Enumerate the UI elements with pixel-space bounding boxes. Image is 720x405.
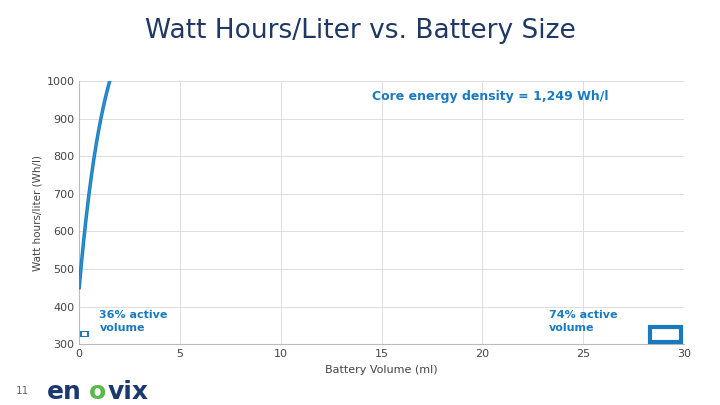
Text: 11: 11 xyxy=(16,386,29,396)
Y-axis label: Watt hours/liter (Wh/l): Watt hours/liter (Wh/l) xyxy=(32,155,42,271)
Text: Watt Hours/Liter vs. Battery Size: Watt Hours/Liter vs. Battery Size xyxy=(145,18,575,44)
Text: o: o xyxy=(89,380,106,404)
Text: Core energy density = 1,249 Wh/l: Core energy density = 1,249 Wh/l xyxy=(372,90,608,103)
Text: vix: vix xyxy=(108,380,149,404)
Text: 74% active
volume: 74% active volume xyxy=(549,310,618,333)
Text: 36% active
volume: 36% active volume xyxy=(99,310,168,333)
Bar xyxy=(81,332,87,336)
Text: en: en xyxy=(47,380,81,404)
X-axis label: Battery Volume (ml): Battery Volume (ml) xyxy=(325,364,438,375)
Bar xyxy=(649,326,681,342)
Bar xyxy=(80,331,89,337)
